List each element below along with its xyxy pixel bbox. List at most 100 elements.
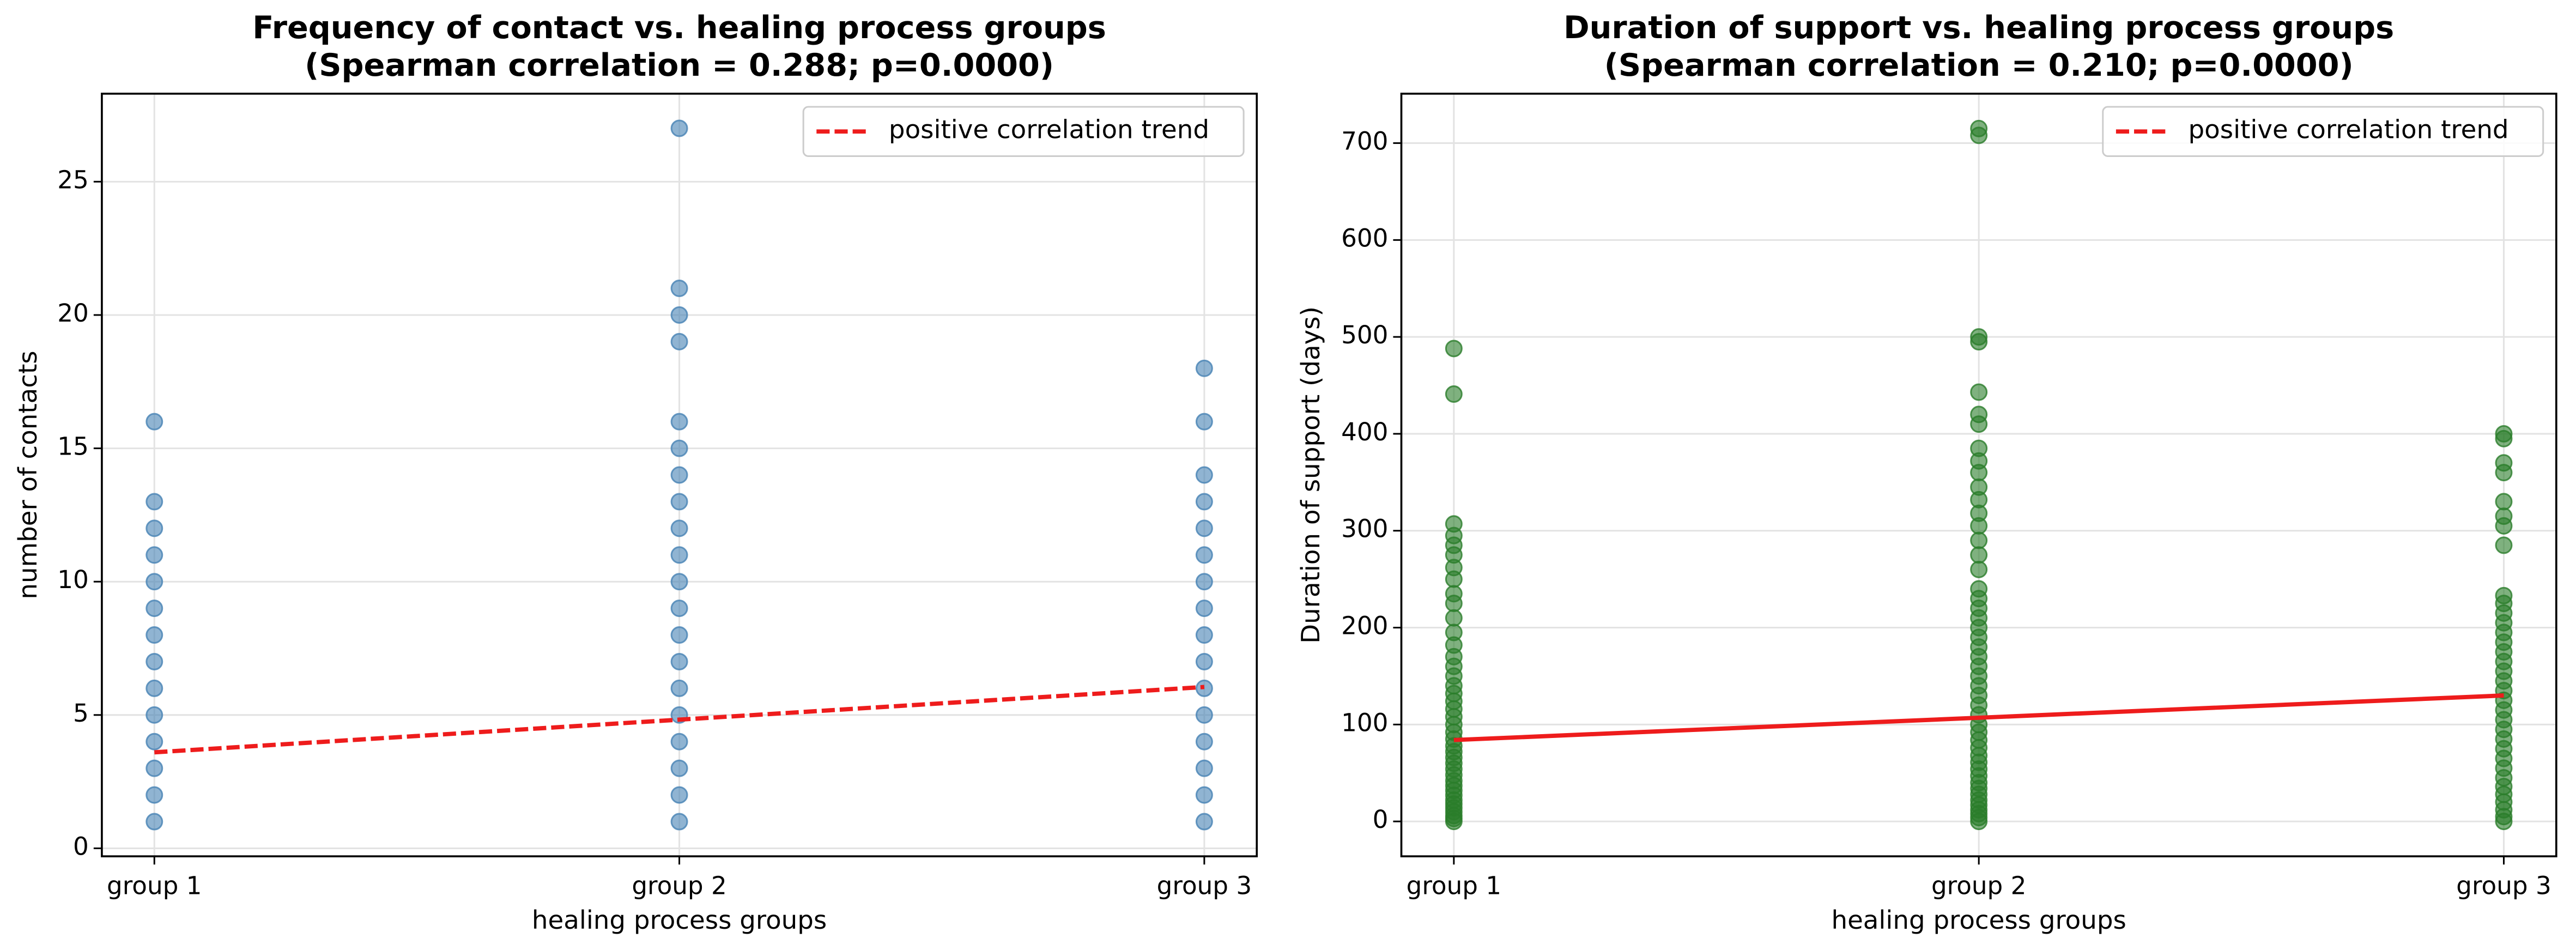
scatter-point: [670, 439, 688, 457]
scatter-point: [670, 626, 688, 644]
scatter-point: [1970, 478, 1988, 496]
scatter-point: [1195, 706, 1213, 724]
trend-line: [1453, 693, 2504, 742]
y-tick-label: 400: [1341, 417, 1388, 446]
scatter-point: [670, 493, 688, 511]
y-axis-label: Duration of support (days): [1296, 306, 1326, 644]
scatter-point: [670, 600, 688, 618]
scatter-point: [670, 466, 688, 484]
scatter-point: [670, 652, 688, 670]
scatter-point: [2495, 586, 2513, 604]
y-tick-label: 0: [73, 832, 89, 861]
legend-box: [802, 106, 1245, 157]
x-tick-label: group 2: [1931, 871, 2026, 900]
y-tick-label: 10: [57, 565, 89, 594]
plot-frame: [1400, 93, 2557, 857]
scatter-point: [1195, 359, 1213, 377]
x-axis-label: healing process groups: [1831, 906, 2126, 935]
scatter-point: [1195, 493, 1213, 511]
x-tick-label: group 1: [107, 871, 202, 900]
scatter-point: [146, 519, 163, 537]
scatter-point: [1445, 515, 1463, 533]
scatter-point: [1195, 546, 1213, 564]
x-tick-label: group 3: [1157, 871, 1252, 900]
chart-title: Frequency of contact vs. healing process…: [252, 9, 1106, 46]
y-tick-label: 300: [1341, 515, 1388, 543]
y-tick-label: 0: [1373, 805, 1389, 834]
scatter-point: [2495, 493, 2513, 511]
y-axis-label: number of contacts: [14, 350, 43, 599]
scatter-point: [1970, 383, 1988, 401]
scatter-point: [1195, 759, 1213, 777]
scatter-point: [1445, 585, 1463, 603]
scatter-point: [1195, 786, 1213, 804]
scatter-point: [146, 813, 163, 831]
scatter-point: [670, 119, 688, 137]
scatter-point: [146, 546, 163, 564]
scatter-point: [146, 706, 163, 724]
scatter-point: [1195, 413, 1213, 431]
y-tick-label: 5: [73, 699, 89, 728]
legend-label: positive correlation trend: [2189, 116, 2509, 145]
scatter-point: [1970, 580, 1988, 598]
y-tick-label: 600: [1341, 223, 1388, 252]
x-axis-label: healing process groups: [532, 906, 827, 935]
scatter-point: [1970, 531, 1988, 549]
scatter-point: [1970, 546, 1988, 564]
scatter-point: [2495, 536, 2513, 554]
x-tick-label: group 2: [632, 871, 726, 900]
scatter-point: [146, 733, 163, 751]
plot-frame: [101, 93, 1258, 857]
subplot: Frequency of contact vs. healing process…: [14, 9, 1258, 935]
scatter-point: [1195, 466, 1213, 484]
scatter-point: [2495, 425, 2513, 443]
scatter-point: [1445, 385, 1463, 403]
scatter-point: [670, 759, 688, 777]
scatter-point: [2495, 507, 2513, 525]
scatter-point: [670, 573, 688, 591]
legend-label: positive correlation trend: [889, 116, 1209, 145]
scatter-point: [670, 306, 688, 324]
scatter-point: [670, 733, 688, 751]
scatter-point: [1195, 813, 1213, 831]
y-tick-label: 20: [57, 299, 89, 328]
y-tick-label: 500: [1341, 320, 1388, 349]
scatter-point: [1970, 439, 1988, 457]
y-tick-label: 15: [57, 432, 89, 461]
scatter-point: [1195, 652, 1213, 670]
x-tick-label: group 1: [1407, 871, 1501, 900]
scatter-point: [1195, 519, 1213, 537]
scatter-point: [1970, 406, 1988, 423]
scatter-point: [670, 546, 688, 564]
scatter-point: [2495, 454, 2513, 472]
scatter-point: [1970, 328, 1988, 346]
legend: positive correlation trend: [2102, 106, 2544, 157]
scatter-point: [146, 786, 163, 804]
chart-subtitle: (Spearman correlation = 0.210; p=0.0000): [1604, 47, 2354, 83]
scatter-point: [1195, 733, 1213, 751]
scatter-point: [670, 332, 688, 350]
x-tick-label: group 3: [2456, 871, 2551, 900]
scatter-point: [146, 652, 163, 670]
chart-title: Duration of support vs. healing process …: [1563, 9, 2394, 46]
legend-box: [2102, 106, 2544, 157]
scatter-point: [146, 413, 163, 431]
y-tick-label: 700: [1341, 127, 1388, 156]
trend-line: [154, 685, 1205, 755]
scatter-point: [1445, 624, 1463, 642]
scatter-point: [1195, 573, 1213, 591]
scatter-point: [670, 519, 688, 537]
scatter-point: [670, 280, 688, 298]
scatter-point: [1445, 609, 1463, 627]
scatter-point: [146, 493, 163, 511]
scatter-point: [670, 413, 688, 431]
scatter-point: [1195, 626, 1213, 644]
legend: positive correlation trend: [802, 106, 1245, 157]
y-tick-label: 25: [57, 165, 89, 194]
scatter-point: [146, 573, 163, 591]
y-tick-label: 100: [1341, 708, 1388, 737]
scatter-point: [146, 600, 163, 618]
scatter-point: [1970, 119, 1988, 137]
